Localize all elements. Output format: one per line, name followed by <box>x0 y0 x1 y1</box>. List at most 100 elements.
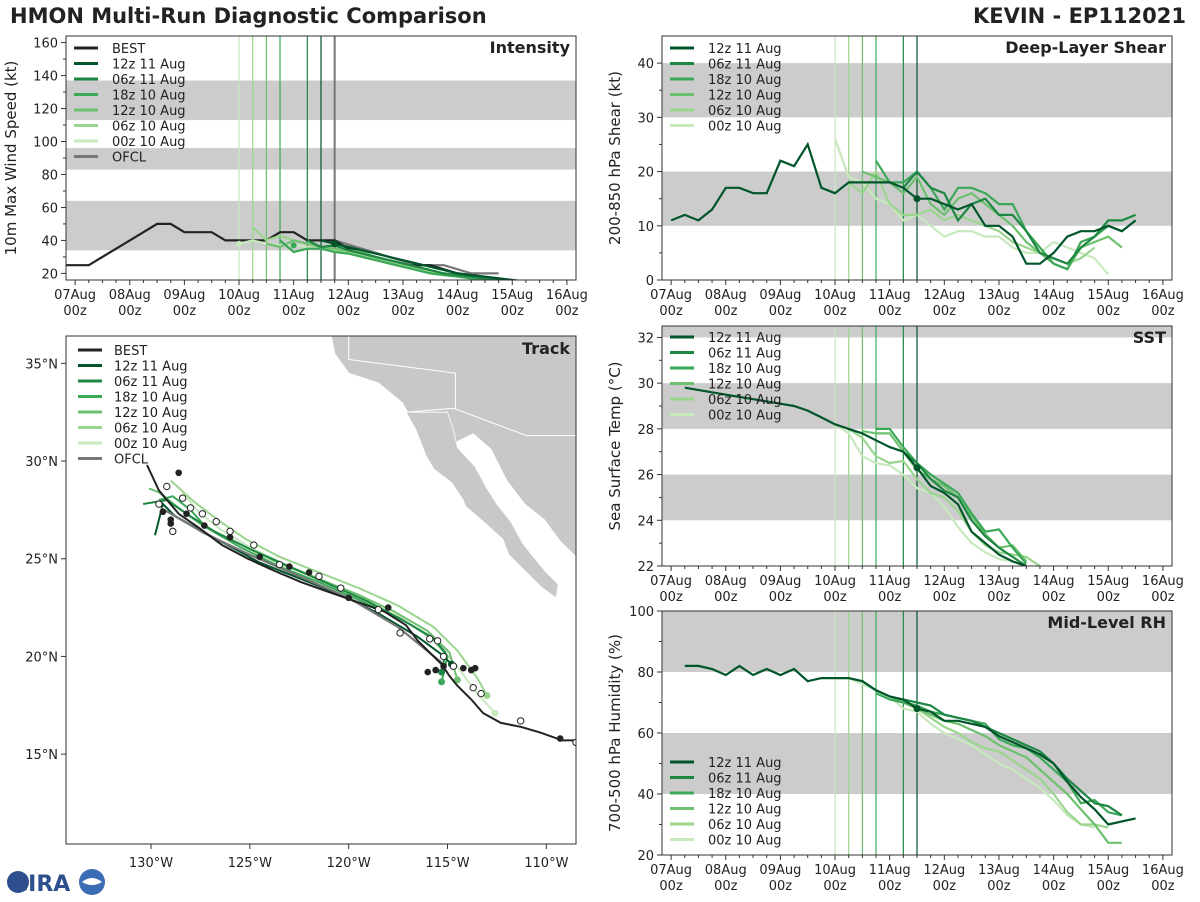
track-point-open <box>396 629 404 637</box>
x-tick-label-hour: 00z <box>1151 879 1175 894</box>
track-point-filled <box>440 662 447 670</box>
figure-title: HMON Multi-Run Diagnostic Comparison <box>10 4 487 28</box>
y-axis-label: Sea Surface Temp (°C) <box>606 361 624 530</box>
legend-label: 18z 10 Aug <box>112 89 186 104</box>
y-tick-label: 26 <box>637 469 654 484</box>
lon-tick-label: 120°W <box>327 856 371 871</box>
legend-label: 00z 10 Aug <box>708 409 782 424</box>
x-tick-label-date: 16Aug <box>1142 288 1184 303</box>
shear-chart: 01020304007Aug00z08Aug00z09Aug00z10Aug00… <box>606 35 1184 319</box>
y-tick-label: 100 <box>629 605 654 620</box>
us-mexico-border <box>405 407 576 437</box>
x-tick-label-hour: 00z <box>173 304 197 319</box>
y-tick-label: 80 <box>41 168 58 183</box>
track-point-open <box>212 517 220 526</box>
globe-icon <box>7 871 29 893</box>
run-line <box>833 138 1110 276</box>
x-tick-label-hour: 00z <box>987 879 1011 894</box>
x-tick-label-date: 10Aug <box>814 863 856 878</box>
x-tick-label-hour: 00z <box>823 879 847 894</box>
lat-tick-label: 15°N <box>25 748 58 763</box>
track-point-open <box>275 560 284 569</box>
legend-label: 12z 11 Aug <box>708 42 782 57</box>
cira-logo-image: CIRA <box>7 869 105 897</box>
legend-label: 18z 10 Aug <box>708 362 782 377</box>
plot-area <box>662 326 1172 566</box>
x-tick-label-hour: 00z <box>823 304 847 319</box>
run-line <box>251 226 458 277</box>
current-point <box>913 464 921 472</box>
track-point-filled <box>471 664 479 672</box>
track-point-filled <box>432 666 439 674</box>
x-tick-label-hour: 00z <box>933 304 957 319</box>
x-tick-label-date: 11Aug <box>869 288 911 303</box>
x-tick-label-hour: 00z <box>1042 879 1066 894</box>
state-border <box>348 336 456 374</box>
x-tick-label-hour: 00z <box>714 304 738 319</box>
x-tick-label-hour: 00z <box>337 304 361 319</box>
y-tick-label: 24 <box>637 514 654 529</box>
track-point-filled <box>201 522 208 529</box>
y-tick-label: 32 <box>637 331 654 346</box>
x-tick-label-hour: 00z <box>1151 590 1175 605</box>
y-tick-label: 60 <box>637 727 654 742</box>
run-track-point <box>491 709 499 717</box>
lon-tick-label: 110°W <box>524 856 568 871</box>
legend-label: 06z 11 Aug <box>708 58 782 73</box>
plot-area <box>662 611 1172 855</box>
track-point-open <box>186 504 195 512</box>
x-tick-label-date: 09Aug <box>163 288 205 303</box>
track-point-open <box>315 572 323 581</box>
track-point-filled <box>556 735 564 742</box>
plot-area <box>66 36 576 280</box>
y-axis-label: 10m Max Wind Speed (kt) <box>2 61 20 256</box>
legend-label: 12z 10 Aug <box>708 803 782 818</box>
lon-tick-label: 130°W <box>129 856 173 871</box>
track-map: 130°W 125°W 120°W 115°W 110°W 15°N 20°N 25°N 30°… <box>25 335 577 871</box>
init-point <box>290 242 297 249</box>
track-point-filled <box>167 516 175 523</box>
track-point-open <box>433 637 442 645</box>
run-track <box>142 499 447 673</box>
panel-title: Deep-Layer Shear <box>1005 38 1166 57</box>
track-point-filled <box>159 508 167 516</box>
y-tick-label: 60 <box>41 201 58 216</box>
run-line <box>876 427 1028 565</box>
legend-label: 12z 11 Aug <box>114 360 188 375</box>
map-area <box>142 336 576 747</box>
best-track <box>146 464 576 742</box>
x-tick-label-date: 11Aug <box>869 574 911 589</box>
legend-label: 06z 11 Aug <box>112 73 186 88</box>
legend-label: BEST <box>114 344 147 359</box>
y-tick-label: 40 <box>637 57 654 72</box>
lon-tick-label: 125°W <box>228 856 272 871</box>
x-tick-label-hour: 00z <box>659 590 683 605</box>
track-point-open <box>169 527 177 536</box>
legend-label: 12z 10 Aug <box>114 406 188 421</box>
track-point-open <box>226 527 234 536</box>
x-tick-label-hour: 00z <box>501 304 525 319</box>
y-tick-label: 160 <box>33 37 58 52</box>
x-tick-label-date: 14Aug <box>1033 288 1075 303</box>
track-point-open <box>469 683 477 692</box>
x-tick-label-date: 07Aug <box>54 288 96 303</box>
x-tick-label-hour: 00z <box>391 304 415 319</box>
map-frame <box>65 335 577 845</box>
x-tick-label-date: 11Aug <box>869 863 911 878</box>
track-point-open <box>250 541 258 549</box>
track-point-open <box>477 689 485 698</box>
x-tick-label-date: 15Aug <box>1087 288 1129 303</box>
x-tick-label-date: 08Aug <box>109 288 151 303</box>
y-tick-label: 20 <box>41 267 58 282</box>
x-tick-label-hour: 00z <box>1042 304 1066 319</box>
run-line <box>684 386 1027 566</box>
track-point-filled <box>305 569 313 576</box>
x-tick-label-hour: 00z <box>659 879 683 894</box>
x-tick-label-hour: 00z <box>63 304 87 319</box>
x-tick-label-date: 08Aug <box>705 288 747 303</box>
y-tick-label: 30 <box>637 377 654 392</box>
current-point <box>331 240 339 248</box>
cira-logo: CIRA <box>4 866 108 898</box>
